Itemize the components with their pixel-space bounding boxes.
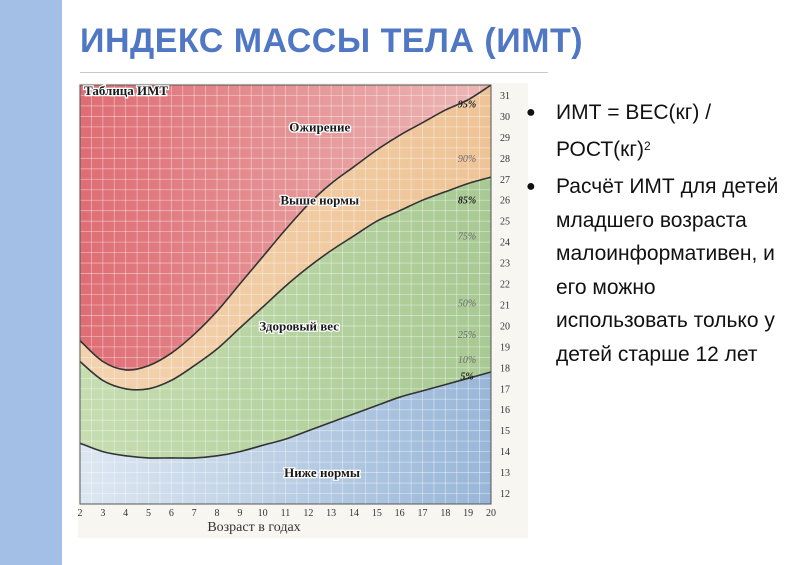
- y-tick-label: 24: [500, 238, 510, 249]
- y-tick-label: 27: [500, 175, 510, 186]
- percentile-curve-5: [79, 371, 492, 459]
- bullet-item: ● Расчёт ИМТ для детей младшего возраста …: [522, 170, 792, 371]
- x-tick-label: 4: [123, 508, 128, 519]
- x-tick-label: 7: [192, 508, 197, 519]
- bullet-list: ● ИМТ = ВЕС(кг) / РОСТ(кг)2 ● Расчёт ИМТ дл…: [522, 96, 792, 375]
- x-tick-label: 11: [281, 508, 291, 519]
- x-tick-label: 19: [463, 508, 473, 519]
- x-tick-label: 14: [349, 508, 359, 519]
- percentile-label: 10%: [458, 355, 476, 366]
- x-tick-label: 9: [237, 508, 242, 519]
- y-tick-label: 30: [500, 112, 510, 123]
- obesity-zone: [80, 85, 491, 371]
- x-tick-label: 6: [169, 508, 174, 519]
- x-tick-label: 10: [258, 508, 268, 519]
- percentile-curve-85: [79, 176, 492, 391]
- x-tick-label: 17: [418, 508, 428, 519]
- bullet-dot-icon: ●: [526, 104, 536, 121]
- y-tick-label: 20: [500, 321, 510, 332]
- y-tick-label: 16: [500, 405, 510, 416]
- plot-frame: [79, 84, 492, 505]
- chart-title: Таблица ИМТ: [84, 83, 168, 98]
- percentile-label: 75%: [458, 231, 476, 242]
- x-tick-label: 16: [395, 508, 405, 519]
- y-tick-label: 17: [500, 384, 510, 395]
- y-tick-label: 23: [500, 259, 510, 270]
- x-tick-label: 20: [486, 508, 496, 519]
- zone-label: Выше нормы: [280, 193, 359, 208]
- bullet-text: Расчёт ИМТ для детей младшего возраста м…: [556, 175, 779, 366]
- y-tick-label: 13: [500, 468, 510, 479]
- bullet-superscript: 2: [644, 138, 651, 153]
- percentile-label: 95%: [458, 99, 476, 110]
- x-tick-label: 13: [326, 508, 336, 519]
- x-tick-label: 3: [100, 508, 105, 519]
- bullet-text: ИМТ = ВЕС(кг) / РОСТ(кг): [556, 101, 712, 161]
- bullet-dot-icon: ●: [526, 178, 536, 195]
- x-tick-label: 2: [78, 508, 83, 519]
- zone-label: Здоровый вес: [259, 318, 339, 333]
- slide-title: ИНДЕКС МАССЫ ТЕЛА (ИМТ): [80, 22, 584, 60]
- x-tick-label: 8: [215, 508, 220, 519]
- y-tick-label: 22: [500, 280, 510, 291]
- percentile-label: 50%: [458, 298, 476, 309]
- y-tick-label: 31: [500, 91, 510, 102]
- percentile-label: 5%: [460, 372, 473, 383]
- y-tick-label: 25: [500, 217, 510, 228]
- accent-bar: [0, 0, 62, 565]
- y-tick-label: 12: [500, 489, 510, 500]
- y-tick-label: 15: [500, 426, 510, 437]
- percentile-curve-95: [79, 84, 492, 371]
- y-tick-label: 14: [500, 447, 510, 458]
- x-tick-label: 12: [303, 508, 313, 519]
- y-tick-label: 21: [500, 300, 510, 311]
- x-tick-label: 15: [372, 508, 382, 519]
- zone-label: Ожирение: [289, 119, 350, 134]
- bmi-chart: 1213141516171819202122232425262728293031…: [78, 83, 528, 538]
- y-tick-label: 29: [500, 133, 510, 144]
- y-tick-label: 19: [500, 342, 510, 353]
- title-rule: [80, 72, 548, 73]
- x-tick-label: 5: [146, 508, 151, 519]
- percentile-label: 85%: [458, 196, 476, 207]
- bullet-item: ● ИМТ = ВЕС(кг) / РОСТ(кг)2: [522, 96, 792, 166]
- percentile-label: 25%: [458, 330, 476, 341]
- x-axis-label: Возраст в годах: [207, 520, 300, 535]
- y-tick-label: 26: [500, 196, 510, 207]
- y-tick-label: 28: [500, 154, 510, 165]
- percentile-label: 90%: [458, 154, 476, 165]
- x-tick-label: 18: [440, 508, 450, 519]
- zone-label: Ниже нормы: [284, 465, 360, 480]
- y-tick-label: 18: [500, 363, 510, 374]
